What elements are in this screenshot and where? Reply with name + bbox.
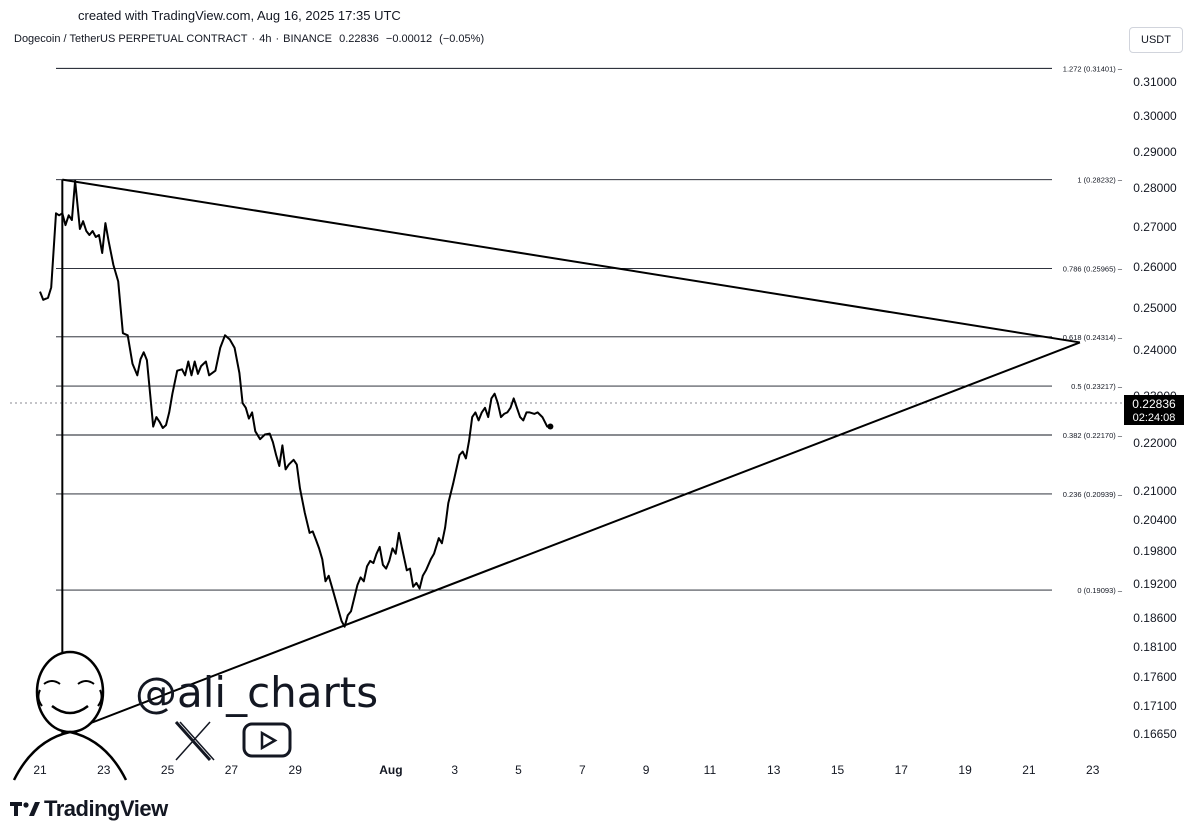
- x-tick-label: 21: [1022, 763, 1036, 777]
- price-series: [39, 179, 554, 628]
- price-tag-value: 0.22836: [1132, 397, 1176, 411]
- y-tick-label: 0.18100: [1133, 640, 1177, 654]
- created-caption: created with TradingView.com, Aug 16, 20…: [78, 8, 401, 23]
- price-change-pct: (−0.05%): [439, 33, 485, 45]
- separator: ·: [251, 33, 256, 45]
- x-tick-label: 11: [704, 763, 717, 777]
- fib-level-label: 0.5 (0.23217) –: [1071, 382, 1123, 391]
- y-axis[interactable]: 0.31000 0.30000 0.29000 0.28000 0.27000 0.260…: [1133, 75, 1177, 741]
- trendline-upper: [62, 178, 1081, 344]
- symbol-name[interactable]: Dogecoin / TetherUS PERPETUAL CONTRACT: [14, 33, 248, 45]
- x-tick-label: 15: [831, 763, 845, 777]
- y-tick-label: 0.17600: [1133, 670, 1177, 684]
- last-price-dot: [547, 423, 554, 430]
- tradingview-logo-text: TradingView: [44, 796, 168, 821]
- avatar-smile: [51, 704, 89, 715]
- tradingview-logo[interactable]: TradingView: [10, 796, 168, 822]
- x-tick-label: 23: [97, 763, 111, 777]
- y-tick-label: 0.20400: [1133, 513, 1177, 527]
- price-line: [39, 179, 551, 628]
- x-tick-label: 17: [895, 763, 909, 777]
- x-axis[interactable]: 21 23 25 27 29 Aug 3 5 7 9 11 13 15 17 19 21 23: [33, 763, 1099, 777]
- y-tick-label: 0.18600: [1133, 611, 1177, 625]
- fib-level-label: 0 (0.19093) –: [1077, 586, 1122, 595]
- exchange: BINANCE: [283, 33, 333, 45]
- y-tick-label: 0.31000: [1133, 75, 1177, 89]
- x-tick-label: 29: [289, 763, 303, 777]
- y-tick-label: 0.17100: [1133, 699, 1177, 713]
- last-price: 0.22836: [339, 33, 379, 45]
- avatar-head: [35, 650, 105, 734]
- tradingview-logo-icon: [10, 800, 40, 818]
- x-tick-label: Aug: [379, 763, 402, 777]
- x-tick-label: 7: [579, 763, 586, 777]
- x-tick-label: 23: [1086, 763, 1100, 777]
- y-tick-label: 0.30000: [1133, 109, 1177, 123]
- y-tick-label: 0.19800: [1133, 544, 1177, 558]
- y-tick-label: 0.27000: [1133, 220, 1177, 234]
- avatar-ears: [37, 689, 103, 707]
- x-icon[interactable]: [174, 720, 215, 762]
- youtube-icon[interactable]: [242, 722, 292, 758]
- fib-level-label: 0.382 (0.22170) –: [1063, 431, 1123, 440]
- fib-level-label: 1.272 (0.31401) –: [1063, 64, 1123, 73]
- avatar-shoulders: [12, 730, 128, 781]
- y-tick-label: 0.19200: [1133, 577, 1177, 591]
- fib-levels: 1.272 (0.31401) – 1 (0.28232) – 0.786 (0.2…: [56, 64, 1123, 595]
- x-tick-label: 9: [643, 763, 650, 777]
- trendlines: [61, 178, 1081, 735]
- y-tick-label: 0.16650: [1133, 727, 1177, 741]
- symbol-header: Dogecoin / TetherUS PERPETUAL CONTRACT · 4…: [14, 33, 488, 45]
- separator: ·: [275, 33, 280, 45]
- fib-level-label: 0.236 (0.20939) –: [1063, 490, 1123, 499]
- x-tick-label: 25: [161, 763, 175, 777]
- x-tick-label: 3: [451, 763, 458, 777]
- y-tick-label: 0.25000: [1133, 301, 1177, 315]
- fib-level-label: 1 (0.28232) –: [1077, 176, 1122, 185]
- author-handle: @ali_charts: [135, 668, 379, 717]
- price-change: −0.00012: [385, 33, 433, 45]
- interval[interactable]: 4h: [259, 33, 272, 45]
- y-tick-label: 0.21000: [1133, 484, 1177, 498]
- x-tick-label: 5: [515, 763, 522, 777]
- y-tick-label: 0.22000: [1133, 436, 1177, 450]
- price-tag: 0.22836 02:24:08: [10, 395, 1184, 425]
- currency-unit-button[interactable]: USDT: [1129, 27, 1183, 53]
- y-tick-label: 0.24000: [1133, 343, 1177, 357]
- fib-level-label: 0.786 (0.25965) –: [1063, 264, 1123, 273]
- y-tick-label: 0.29000: [1133, 145, 1177, 159]
- x-tick-label: 21: [33, 763, 47, 777]
- fib-level-label: 0.618 (0.24314) –: [1063, 333, 1123, 342]
- x-tick-label: 27: [225, 763, 239, 777]
- avatar-eyes: [43, 680, 95, 685]
- avatar: [12, 650, 128, 781]
- price-tag-countdown: 02:24:08: [1133, 412, 1176, 424]
- y-tick-label: 0.26000: [1133, 260, 1177, 274]
- y-tick-label: 0.28000: [1133, 181, 1177, 195]
- trendline-lower: [61, 341, 1081, 735]
- x-tick-label: 19: [958, 763, 972, 777]
- x-tick-label: 13: [767, 763, 781, 777]
- price-tag-bg: [1124, 395, 1184, 425]
